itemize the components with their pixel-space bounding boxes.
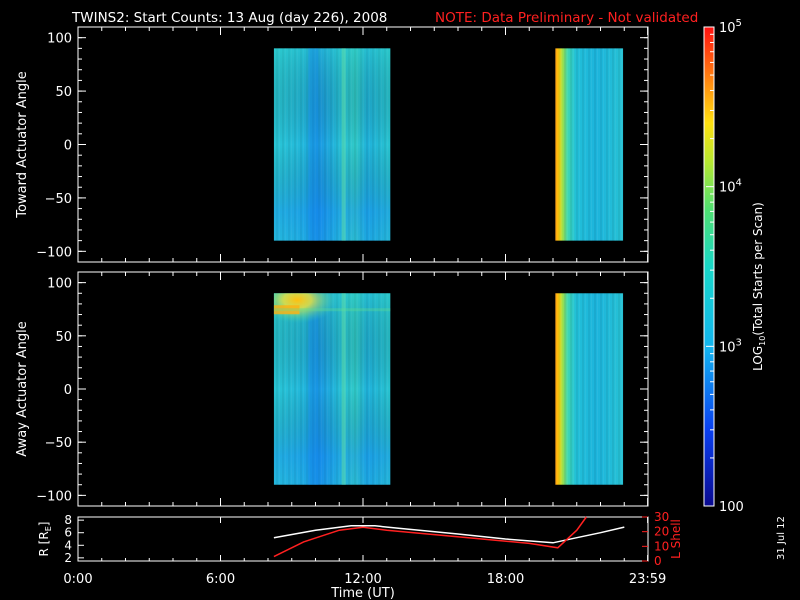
x-tick-label: 0:00 — [63, 572, 92, 587]
y-tick-label: 0 — [64, 383, 72, 398]
y-tick-label: 50 — [55, 330, 72, 345]
y-tick-label: −50 — [45, 192, 72, 207]
y-left-tick-label: 8 — [64, 513, 72, 527]
colorbar-tick-label: 100 — [719, 500, 744, 515]
colorbar-tick-base: 10 — [719, 340, 736, 355]
x-axis-label: Time (UT) — [330, 586, 395, 600]
heatmap-column — [341, 48, 346, 241]
heatmap-texture — [555, 48, 624, 241]
y-left-tick-label: 2 — [64, 551, 72, 565]
heatmap-hotspot-core — [273, 305, 300, 315]
y-left-tick-label: 6 — [64, 526, 72, 540]
y-axis-label: Toward Actuator Angle — [15, 71, 30, 218]
toward-heatmap-panel: 100 50 0 −50 −100 Toward Actuator Angle — [15, 26, 649, 263]
radius-series-line — [273, 525, 625, 544]
y-tick-label: 100 — [47, 32, 72, 47]
heatmap-hotspot — [273, 293, 391, 361]
y-tick-label: 0 — [64, 139, 72, 154]
colorbar-tick-exp: 5 — [736, 18, 742, 29]
colorbar-label-sub: 10 — [758, 336, 767, 346]
heatmap-column — [308, 48, 319, 241]
heatmap-column — [341, 293, 346, 485]
x-tick-label: 18:00 — [487, 572, 524, 587]
heatmap-shade — [273, 48, 391, 241]
x-tick-label: 23:59 — [629, 572, 666, 587]
heatmap-column — [308, 293, 319, 485]
y-tick-label: −50 — [45, 436, 72, 451]
y-right-tick-label: 20 — [654, 525, 669, 539]
y-left-tick-label: 4 — [64, 538, 72, 552]
plot-frame — [77, 516, 649, 562]
y-axis-label: Away Actuator Angle — [15, 321, 30, 456]
colorbar-tick-label: 103 — [719, 337, 742, 355]
y-left-label-end: ] — [37, 522, 51, 527]
colorbar-label-end: (Total Starts per Scan) — [751, 202, 765, 336]
y-right-axis-label: L Shell — [669, 519, 683, 559]
colorbar-tick-exp: 3 — [736, 337, 742, 348]
heatmap-texture — [555, 293, 624, 485]
heatmap-hotspot-band — [273, 308, 391, 312]
y-right-tick-label: 0 — [654, 554, 662, 568]
colorbar-tick-base: 10 — [719, 21, 736, 36]
colorbar-tick-base: 10 — [719, 181, 736, 196]
y-right-tick-label: 30 — [654, 510, 669, 524]
colorbar-gradient — [704, 27, 714, 506]
y-left-axis-label: R [RE] — [37, 522, 53, 557]
away-heatmap-panel: 100 50 0 −50 −100 Away Actuator Angle — [15, 271, 649, 507]
y-left-label-main: R [R — [37, 531, 51, 556]
colorbar-tick-base: 100 — [719, 500, 744, 515]
preliminary-note: NOTE: Data Preliminary - Not validated — [435, 10, 698, 26]
lshell-series-line — [273, 516, 587, 558]
y-right-tick-label: 10 — [654, 539, 669, 553]
chart-title: TWINS2: Start Counts: 13 Aug (day 226), … — [71, 10, 387, 26]
colorbar-tick-label: 104 — [719, 178, 742, 196]
date-stamp: 31 Jul 12 — [776, 516, 787, 560]
colorbar-label-main: LOG — [751, 346, 765, 371]
x-tick-label: 12:00 — [344, 572, 381, 587]
y-tick-label: −100 — [36, 489, 72, 504]
y-tick-label: 50 — [55, 85, 72, 100]
y-tick-label: 100 — [47, 277, 72, 292]
colorbar-tick-label: 105 — [719, 18, 742, 36]
x-tick-label: 6:00 — [206, 572, 235, 587]
y-tick-label: −100 — [36, 245, 72, 260]
y-left-label-sub: E — [44, 526, 53, 531]
colorbar-tick-exp: 4 — [736, 178, 742, 189]
colorbar-label: LOG10(Total Starts per Scan) — [751, 202, 767, 371]
